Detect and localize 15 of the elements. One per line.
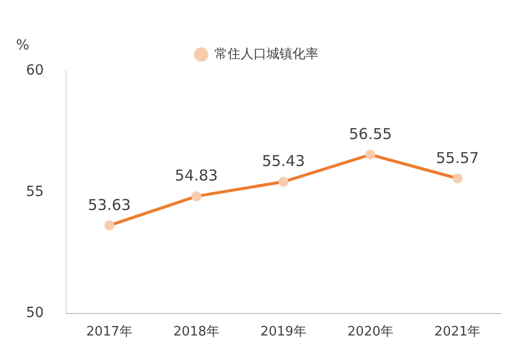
y-axis-title: %	[16, 38, 30, 54]
data-label: 56.55	[348, 125, 392, 144]
x-tick-label: 2017年	[86, 324, 132, 340]
data-label: 53.63	[88, 196, 131, 214]
data-label: 55.43	[262, 152, 305, 170]
x-tick-label: 2020年	[347, 324, 394, 340]
data-label: 55.57	[436, 148, 479, 167]
data-label: 54.83	[174, 166, 218, 185]
y-tick-label: 60	[26, 62, 44, 79]
x-tick-label: 2021年	[434, 324, 481, 340]
x-tick-label: 2019年	[260, 324, 306, 340]
y-tick-label: 50	[26, 305, 44, 322]
x-tick-label: 2018年	[173, 324, 220, 340]
legend-label: 常住人口城镇化率	[214, 46, 318, 62]
y-tick-label: 55	[26, 184, 44, 200]
